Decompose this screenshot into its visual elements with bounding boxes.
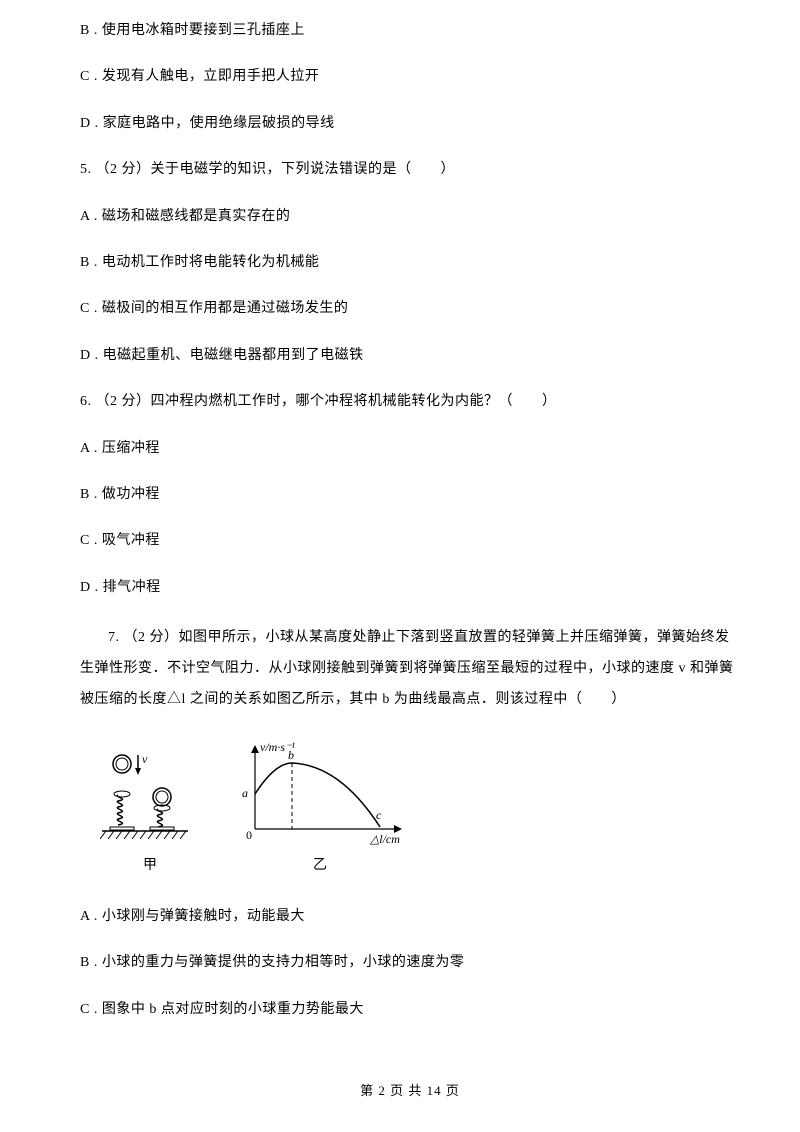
- q4-option-b: B . 使用电冰箱时要接到三孔插座上: [80, 20, 740, 42]
- q7-fig-left-svg: v: [100, 749, 200, 849]
- q7-fig-right-svg: v/m·s⁻¹ △l/cm 0 a b c: [230, 739, 410, 849]
- page-footer: 第 2 页 共 14 页: [80, 1081, 740, 1102]
- q5-option-a: A . 磁场和磁感线都是真实存在的: [80, 206, 740, 228]
- fig-x-axis-label: △l/cm: [369, 832, 400, 846]
- q6-stem: 6. （2 分）四冲程内燃机工作时，哪个冲程将机械能转化为内能？（ ）: [80, 391, 740, 413]
- fig-origin-label: 0: [246, 828, 252, 842]
- q7-option-a: A . 小球刚与弹簧接触时，动能最大: [80, 906, 740, 928]
- q6-option-d: D . 排气冲程: [80, 577, 740, 599]
- q4-option-d: D . 家庭电路中，使用绝缘层破损的导线: [80, 113, 740, 135]
- q7-figure-left-label: 甲: [143, 855, 157, 877]
- q4-option-c: C . 发现有人触电，立即用手把人拉开: [80, 66, 740, 88]
- q6-option-b: B . 做功冲程: [80, 484, 740, 506]
- q5-option-b: B . 电动机工作时将电能转化为机械能: [80, 252, 740, 274]
- q7-option-b: B . 小球的重力与弹簧提供的支持力相等时，小球的速度为零: [80, 952, 740, 974]
- fig-arrow-v-label: v: [142, 752, 148, 766]
- q5-stem: 5. （2 分）关于电磁学的知识，下列说法错误的是（ ）: [80, 159, 740, 181]
- q5-option-d: D . 电磁起重机、电磁继电器都用到了电磁铁: [80, 345, 740, 367]
- q6-option-a: A . 压缩冲程: [80, 438, 740, 460]
- q7-option-c: C . 图象中 b 点对应时刻的小球重力势能最大: [80, 999, 740, 1021]
- fig-point-a: a: [242, 786, 248, 800]
- fig-point-c: c: [376, 808, 382, 822]
- q7-figure-right-label: 乙: [313, 855, 327, 877]
- q7-figure-row: v: [100, 739, 740, 877]
- q5-option-c: C . 磁极间的相互作用都是通过磁场发生的: [80, 298, 740, 320]
- q6-option-c: C . 吸气冲程: [80, 530, 740, 552]
- q7-figure-left: v: [100, 749, 200, 877]
- fig-point-b: b: [288, 748, 294, 762]
- q7-figure-right: v/m·s⁻¹ △l/cm 0 a b c 乙: [230, 739, 410, 877]
- q7-stem: 7. （2 分）如图甲所示，小球从某高度处静止下落到竖直放置的轻弹簧上并压缩弹簧…: [80, 623, 740, 715]
